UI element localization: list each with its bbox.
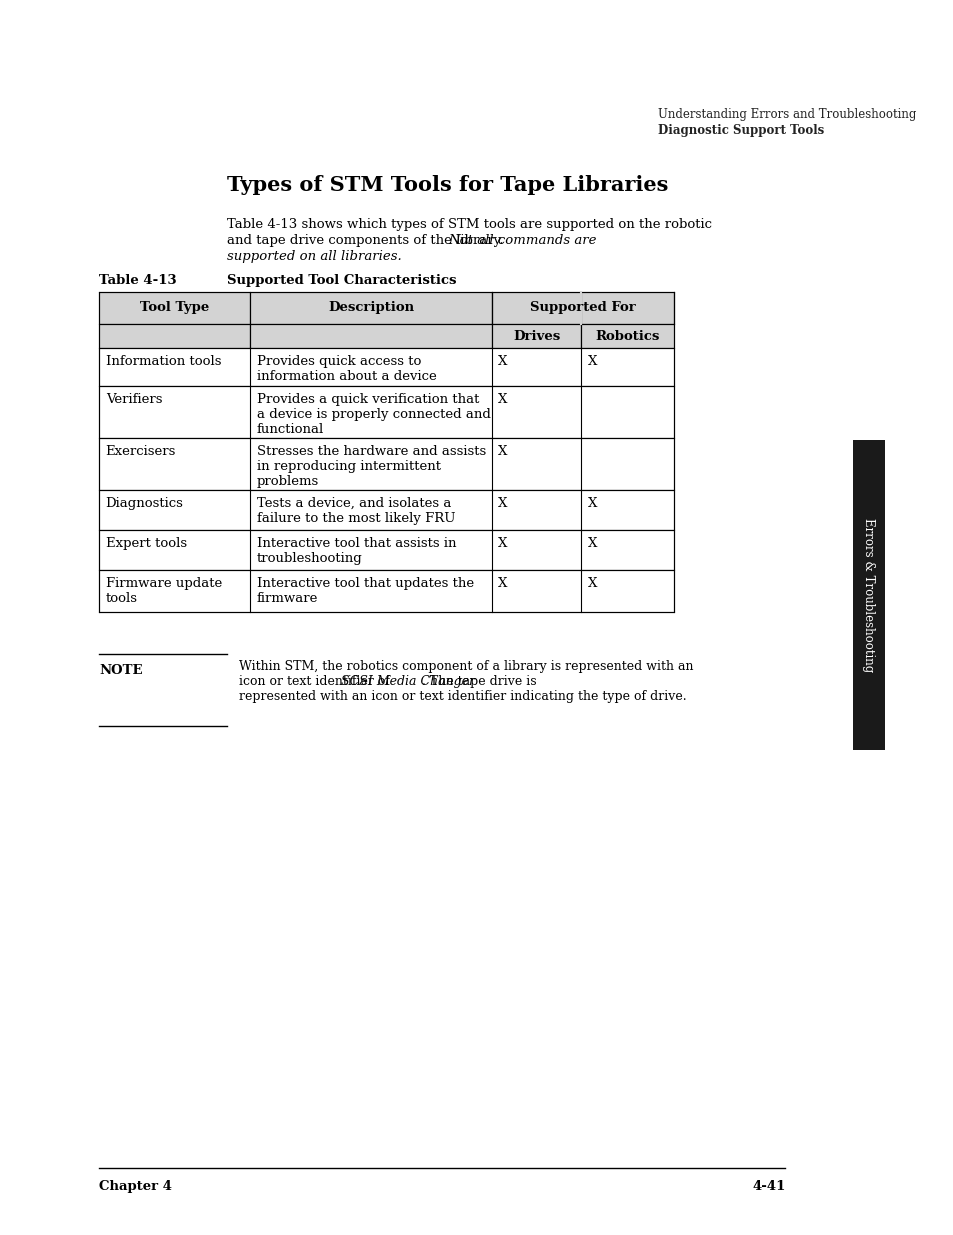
Text: X: X <box>497 445 507 458</box>
Text: icon or text identifier of: icon or text identifier of <box>239 676 394 688</box>
Text: Diagnostic Support Tools: Diagnostic Support Tools <box>658 124 823 137</box>
Text: Supported For: Supported For <box>530 301 635 315</box>
Text: Firmware update
tools: Firmware update tools <box>106 577 222 605</box>
Bar <box>491 291 674 324</box>
Bar <box>250 324 491 348</box>
Bar <box>852 440 883 750</box>
Text: X: X <box>497 537 507 550</box>
Text: Chapter 4: Chapter 4 <box>99 1179 172 1193</box>
Bar <box>250 291 491 324</box>
Text: X: X <box>587 577 597 590</box>
Text: SCSI Media Changer: SCSI Media Changer <box>341 676 475 688</box>
Text: Table 4-13: Table 4-13 <box>99 274 176 287</box>
Text: Interactive tool that updates the
firmware: Interactive tool that updates the firmwa… <box>256 577 474 605</box>
Text: NOTE: NOTE <box>99 664 143 677</box>
Bar <box>99 530 674 571</box>
Text: Verifiers: Verifiers <box>106 393 162 406</box>
Text: Tests a device, and isolates a
failure to the most likely FRU: Tests a device, and isolates a failure t… <box>256 496 455 525</box>
Text: Exercisers: Exercisers <box>106 445 176 458</box>
Text: Drives: Drives <box>513 330 559 342</box>
Bar <box>99 387 674 438</box>
Text: Within STM, the robotics component of a library is represented with an: Within STM, the robotics component of a … <box>239 659 693 673</box>
Text: Understanding Errors and Troubleshooting: Understanding Errors and Troubleshooting <box>658 107 916 121</box>
Bar <box>581 324 674 348</box>
Text: X: X <box>587 354 597 368</box>
Text: and tape drive components of the library.: and tape drive components of the library… <box>227 233 508 247</box>
Text: X: X <box>497 393 507 406</box>
Text: Expert tools: Expert tools <box>106 537 187 550</box>
Text: X: X <box>497 354 507 368</box>
Text: Provides a quick verification that
a device is properly connected and
functional: Provides a quick verification that a dev… <box>256 393 490 436</box>
Text: Not all commands are: Not all commands are <box>448 233 596 247</box>
Text: X: X <box>497 577 507 590</box>
Text: Supported Tool Characteristics: Supported Tool Characteristics <box>227 274 456 287</box>
Bar <box>99 571 674 613</box>
Text: Interactive tool that assists in
troubleshooting: Interactive tool that assists in trouble… <box>256 537 456 564</box>
Text: X: X <box>587 537 597 550</box>
Text: supported on all libraries.: supported on all libraries. <box>227 249 401 263</box>
Text: Description: Description <box>328 301 414 315</box>
Text: Tool Type: Tool Type <box>140 301 210 315</box>
Bar <box>99 324 250 348</box>
Bar <box>99 438 674 490</box>
Text: Provides quick access to
information about a device: Provides quick access to information abo… <box>256 354 436 383</box>
Text: Table 4-13 shows which types of STM tools are supported on the robotic: Table 4-13 shows which types of STM tool… <box>227 219 712 231</box>
Text: 4-41: 4-41 <box>751 1179 784 1193</box>
Text: represented with an icon or text identifier indicating the type of drive.: represented with an icon or text identif… <box>239 690 686 703</box>
Bar <box>99 291 250 324</box>
Text: Information tools: Information tools <box>106 354 221 368</box>
Bar <box>99 490 674 530</box>
Text: Stresses the hardware and assists
in reproducing intermittent
problems: Stresses the hardware and assists in rep… <box>256 445 486 488</box>
Text: Diagnostics: Diagnostics <box>106 496 183 510</box>
Bar <box>491 324 581 348</box>
Text: X: X <box>497 496 507 510</box>
Text: . The tape drive is: . The tape drive is <box>421 676 536 688</box>
Text: Robotics: Robotics <box>595 330 659 342</box>
Text: X: X <box>587 496 597 510</box>
Bar <box>99 348 674 387</box>
Text: Types of STM Tools for Tape Libraries: Types of STM Tools for Tape Libraries <box>227 175 668 195</box>
Text: Errors & Troubleshooting: Errors & Troubleshooting <box>862 517 875 672</box>
